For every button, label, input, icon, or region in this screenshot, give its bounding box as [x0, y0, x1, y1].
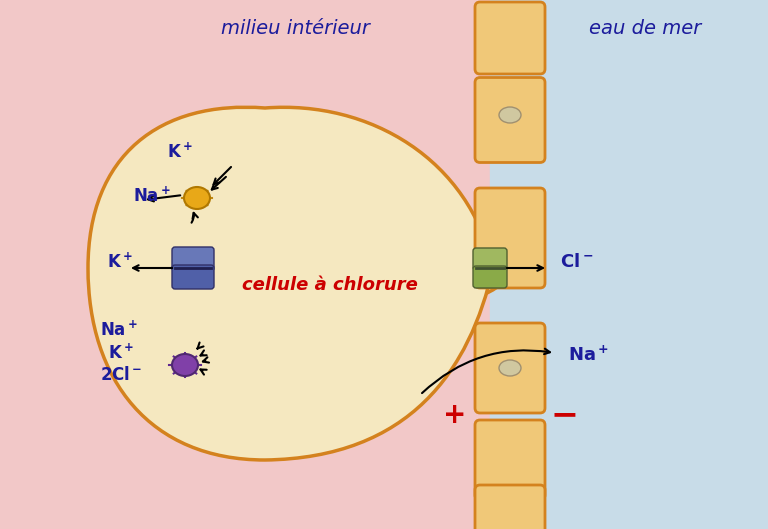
FancyBboxPatch shape [475, 485, 545, 529]
Bar [490, 0, 768, 529]
FancyBboxPatch shape [475, 78, 545, 162]
Ellipse shape [270, 225, 510, 311]
Text: $\mathbf{2Cl^-}$: $\mathbf{2Cl^-}$ [100, 366, 142, 384]
Text: −: − [551, 398, 579, 432]
Text: $\mathbf{Cl^-}$: $\mathbf{Cl^-}$ [560, 253, 593, 271]
Text: $\mathbf{Na^+}$: $\mathbf{Na^+}$ [100, 321, 138, 340]
Text: milieu intérieur: milieu intérieur [220, 19, 369, 38]
Text: +: + [443, 401, 467, 429]
FancyBboxPatch shape [475, 188, 545, 288]
Text: $\mathbf{Na^+}$: $\mathbf{Na^+}$ [133, 186, 171, 206]
Ellipse shape [499, 360, 521, 376]
FancyBboxPatch shape [473, 248, 507, 270]
FancyBboxPatch shape [475, 2, 545, 74]
Bar [215, 225, 445, 310]
Text: $\mathbf{Na^+}$: $\mathbf{Na^+}$ [568, 345, 609, 364]
Ellipse shape [499, 107, 521, 123]
FancyBboxPatch shape [475, 420, 545, 500]
Ellipse shape [184, 187, 210, 209]
Ellipse shape [172, 354, 198, 376]
FancyBboxPatch shape [475, 323, 545, 413]
FancyBboxPatch shape [172, 265, 214, 289]
FancyBboxPatch shape [172, 247, 214, 271]
FancyBboxPatch shape [473, 266, 507, 288]
Text: eau de mer: eau de mer [589, 19, 701, 38]
Text: $\mathbf{K^+}$: $\mathbf{K^+}$ [108, 343, 134, 363]
PathPatch shape [88, 107, 493, 460]
Text: cellule à chlorure: cellule à chlorure [242, 276, 418, 294]
Ellipse shape [100, 135, 410, 455]
Text: $\mathbf{K^+}$: $\mathbf{K^+}$ [108, 252, 133, 272]
Text: $\mathbf{K^+}$: $\mathbf{K^+}$ [167, 142, 193, 162]
